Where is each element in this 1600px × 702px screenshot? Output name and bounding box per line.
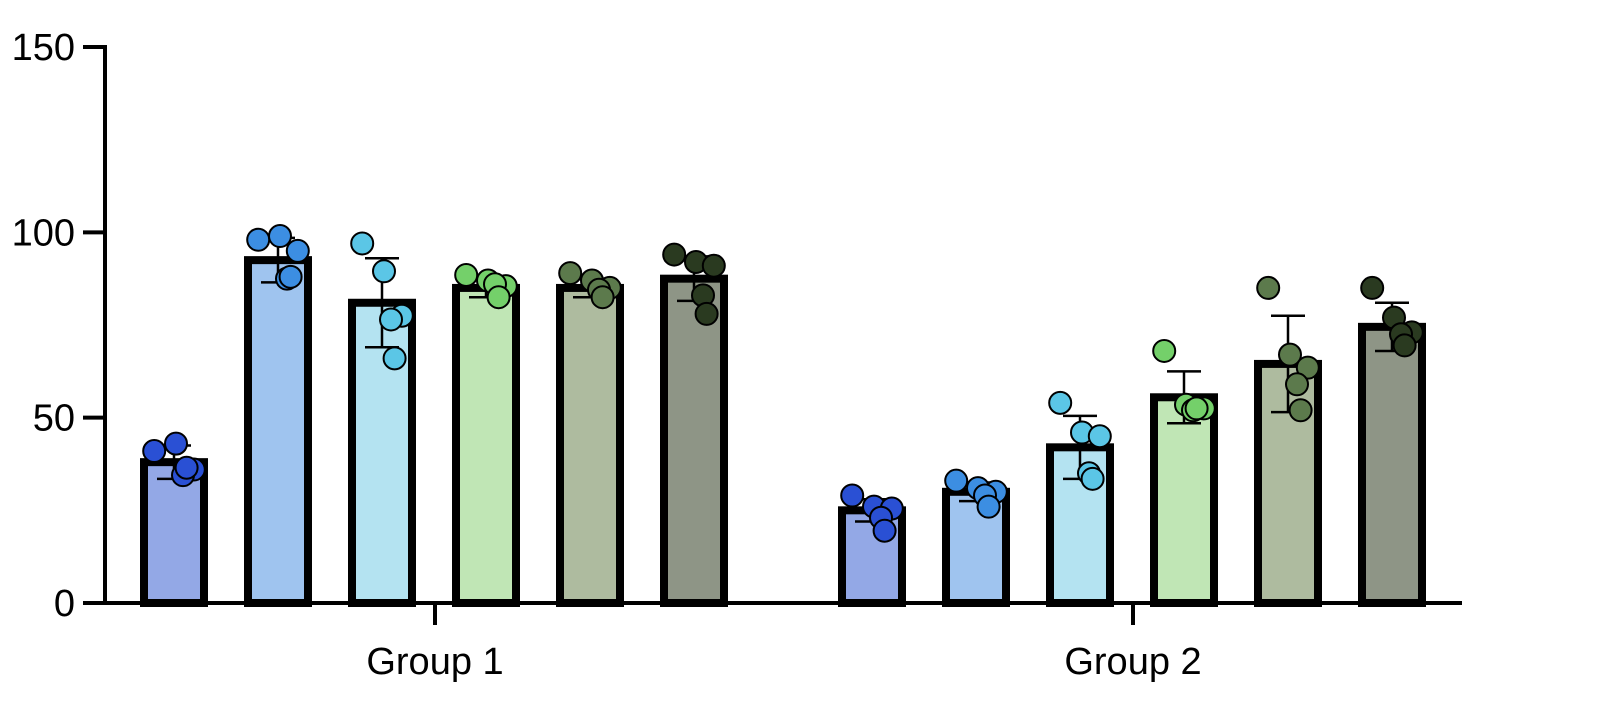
x-group-label: Group 2 — [1064, 641, 1201, 683]
data-point — [142, 439, 167, 464]
data-point — [701, 253, 726, 278]
data-point — [1256, 275, 1281, 300]
data-point — [379, 307, 403, 332]
x-axis: Group 1 Group 2 — [103, 601, 1462, 683]
bar — [244, 256, 312, 607]
y-tick-label: 100 — [12, 212, 75, 254]
data-point — [1080, 466, 1105, 491]
data-point — [1087, 424, 1112, 449]
data-point — [174, 455, 199, 480]
error-bars — [157, 236, 1409, 523]
data-point — [246, 227, 271, 252]
data-point — [1048, 390, 1073, 415]
data-point — [944, 468, 969, 493]
data-point — [1295, 355, 1320, 380]
bar — [452, 283, 520, 607]
y-tick-label: 50 — [33, 398, 75, 440]
data-point — [278, 264, 303, 289]
y-tick-label: 150 — [12, 27, 75, 69]
bar — [1358, 322, 1426, 607]
data-point — [1360, 275, 1385, 300]
data-point — [872, 518, 897, 543]
data-point — [454, 262, 479, 287]
data-point — [694, 301, 719, 326]
bar — [556, 283, 624, 607]
data-point — [558, 261, 583, 286]
data-point — [1285, 372, 1309, 397]
data-point — [1152, 338, 1177, 363]
data-point — [372, 259, 396, 284]
data-points — [142, 224, 1424, 543]
data-point — [976, 494, 1001, 519]
y-tick-label: 0 — [54, 583, 75, 625]
data-point — [268, 224, 292, 249]
bars — [140, 256, 1426, 608]
data-point — [1278, 342, 1302, 367]
y-axis: 0 50 100 150 — [12, 27, 107, 625]
data-point — [350, 231, 375, 256]
data-point — [486, 285, 511, 310]
x-group-label: Group 1 — [366, 641, 503, 683]
data-point — [1392, 333, 1417, 358]
data-point — [590, 285, 615, 310]
bar — [660, 274, 728, 607]
data-point — [840, 483, 865, 508]
bar — [140, 458, 208, 607]
data-point — [285, 238, 310, 263]
data-point — [1184, 396, 1209, 421]
data-point — [1288, 398, 1313, 423]
data-point — [382, 346, 407, 371]
data-point — [662, 242, 687, 267]
bar — [1150, 393, 1218, 607]
data-point — [164, 431, 188, 456]
